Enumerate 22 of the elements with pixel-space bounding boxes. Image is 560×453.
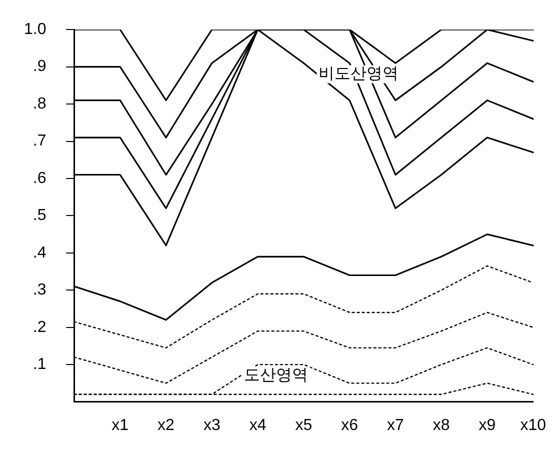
y-tick-label: .5 (32, 207, 46, 224)
y-tick-label: .4 (32, 244, 46, 262)
y-tick-label: 1.0 (24, 21, 46, 38)
x-tick-label: x8 (432, 416, 450, 434)
x-tick-label: x6 (341, 416, 358, 434)
x-tick-label: x1 (112, 416, 129, 434)
annotation: 도산영역 (244, 364, 308, 384)
y-tick-label: .1 (32, 356, 46, 373)
annotation: 비도산영역 (318, 63, 399, 82)
x-tick-label: x7 (386, 416, 404, 434)
x-tick-label: x9 (478, 416, 496, 434)
y-tick-label: .8 (32, 95, 46, 112)
x-tick-label: x5 (295, 416, 312, 434)
x-tick-label: x10 (520, 416, 546, 434)
x-tick-label: x3 (203, 416, 220, 434)
y-tick-label: .9 (32, 58, 46, 76)
x-tick-label: x2 (158, 416, 175, 434)
y-tick-label: .6 (32, 170, 46, 187)
x-tick-label: x4 (249, 416, 266, 434)
y-tick-label: .7 (32, 132, 46, 150)
y-tick-label: .2 (32, 318, 46, 336)
y-tick-label: .3 (32, 282, 46, 299)
